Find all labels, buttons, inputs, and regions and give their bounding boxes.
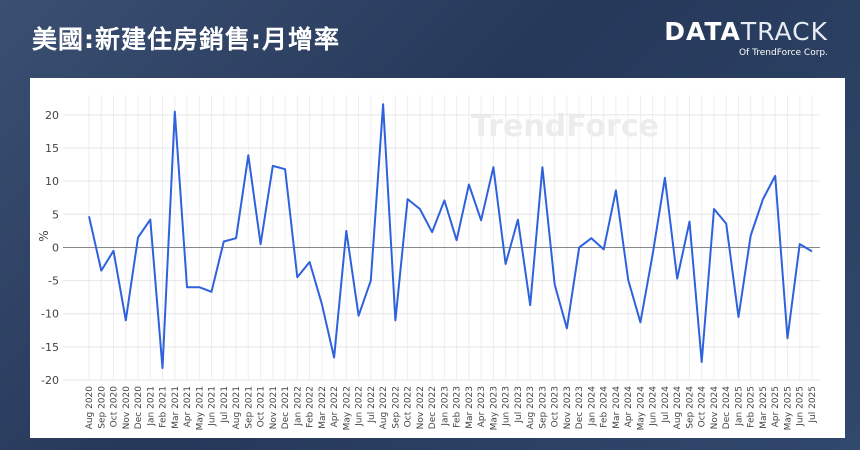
x-tick-label: Sep 2022 bbox=[391, 386, 401, 429]
x-tick-label: Mar 2023 bbox=[465, 386, 475, 429]
y-tick-label: 5 bbox=[52, 208, 59, 221]
x-tick-label: Jul 2022 bbox=[367, 386, 377, 424]
line-series bbox=[88, 103, 813, 370]
x-tick-label: Feb 2023 bbox=[453, 386, 463, 428]
x-tick-label: Jan 2025 bbox=[734, 386, 744, 427]
x-tick-label: Nov 2024 bbox=[710, 386, 720, 430]
x-tick-label: Apr 2025 bbox=[771, 386, 781, 427]
x-tick-label: Jun 2023 bbox=[502, 386, 512, 427]
x-tick-label: Feb 2021 bbox=[159, 386, 169, 428]
x-tick-label: Sep 2024 bbox=[685, 386, 695, 429]
logo-bold: DATA bbox=[664, 17, 741, 46]
x-tick-label: May 2024 bbox=[636, 386, 646, 431]
x-tick-label: May 2022 bbox=[342, 386, 352, 430]
x-tick-label: Dec 2022 bbox=[428, 386, 438, 429]
x-tick-label: Dec 2021 bbox=[281, 386, 291, 429]
chart-panel: TrendForce % -20 -15 -10 -5 0 5 10 15 20 Aug 2020… bbox=[30, 78, 845, 438]
y-tick-label: 0 bbox=[52, 241, 59, 254]
x-tick-label: Jan 2021 bbox=[146, 386, 156, 427]
x-tick-label: Oct 2023 bbox=[551, 386, 561, 427]
x-tick-label: Apr 2024 bbox=[624, 386, 634, 428]
x-tick-label: Jun 2025 bbox=[796, 386, 806, 427]
y-axis-label: % bbox=[37, 230, 51, 241]
x-tick-label: Nov 2023 bbox=[563, 386, 573, 429]
x-tick-label: Aug 2024 bbox=[673, 386, 683, 430]
y-tick-label: 10 bbox=[45, 175, 59, 188]
x-tick-label: Jan 2023 bbox=[440, 386, 450, 427]
y-tick-label: -15 bbox=[41, 341, 59, 354]
x-tick-label: Nov 2020 bbox=[122, 386, 132, 430]
logo-subtitle: Of TrendForce Corp. bbox=[738, 48, 828, 58]
x-tick-label: May 2021 bbox=[195, 386, 205, 430]
x-tick-label: Aug 2021 bbox=[232, 386, 242, 429]
x-tick-label: Feb 2022 bbox=[306, 386, 316, 428]
x-tick-label: Jun 2024 bbox=[649, 386, 659, 427]
x-tick-label: Dec 2024 bbox=[722, 386, 732, 429]
x-tick-label: Mar 2022 bbox=[318, 386, 328, 429]
x-tick-label: Jun 2021 bbox=[208, 386, 218, 427]
x-tick-label: Apr 2022 bbox=[330, 386, 340, 427]
x-tick-label: Apr 2023 bbox=[477, 386, 487, 427]
x-tick-label: Aug 2022 bbox=[379, 386, 389, 429]
x-tick-label: Mar 2021 bbox=[171, 386, 181, 429]
x-tick-label: Sep 2021 bbox=[244, 386, 254, 429]
watermark: TrendForce bbox=[471, 109, 659, 144]
x-tick-label: Jan 2022 bbox=[293, 386, 303, 427]
x-tick-label: Aug 2020 bbox=[85, 386, 95, 430]
x-tick-label: Sep 2020 bbox=[97, 386, 107, 429]
x-tick-label: Sep 2023 bbox=[538, 386, 548, 429]
y-tick-label: -20 bbox=[41, 374, 59, 387]
chart: TrendForce % -20 -15 -10 -5 0 5 10 15 20 Aug 2020… bbox=[37, 95, 820, 431]
x-tick-label: Oct 2024 bbox=[698, 386, 708, 428]
x-tick-label: Oct 2021 bbox=[257, 386, 267, 427]
y-tick-label: -10 bbox=[41, 308, 59, 321]
y-tick-label: -5 bbox=[48, 275, 59, 288]
x-tick-label: Oct 2022 bbox=[404, 386, 414, 427]
x-tick-label: Nov 2022 bbox=[416, 386, 426, 429]
x-tick-label: Mar 2025 bbox=[759, 386, 769, 429]
x-tick-label: Jul 2023 bbox=[514, 386, 524, 424]
x-tick-label: Jul 2021 bbox=[220, 386, 230, 424]
x-tick-label: Dec 2020 bbox=[134, 386, 144, 429]
x-tick-label: Apr 2021 bbox=[183, 386, 193, 427]
x-tick-label: May 2025 bbox=[783, 386, 793, 430]
logo-light: TRACK bbox=[740, 17, 828, 46]
x-tick-label: Feb 2024 bbox=[600, 386, 610, 428]
page-title: 美國:新建住房銷售:月增率 bbox=[32, 25, 340, 54]
x-tick-label: Feb 2025 bbox=[747, 386, 757, 428]
logo: DATATRACK Of TrendForce Corp. bbox=[664, 17, 828, 59]
x-tick-label: Mar 2024 bbox=[612, 386, 622, 429]
x-tick-label: Oct 2020 bbox=[110, 386, 120, 428]
x-tick-label: Jul 2024 bbox=[661, 386, 671, 424]
x-tick-label: Dec 2023 bbox=[575, 386, 585, 429]
x-tick-label: Nov 2021 bbox=[269, 386, 279, 429]
x-tick-label: Jul 2025 bbox=[808, 386, 818, 424]
y-tick-label: 15 bbox=[45, 142, 59, 155]
x-tick-label: Jun 2022 bbox=[355, 386, 365, 427]
x-tick-label: Aug 2023 bbox=[526, 386, 536, 429]
x-tick-label: Jan 2024 bbox=[587, 386, 597, 427]
x-tick-label: May 2023 bbox=[489, 386, 499, 430]
y-tick-label: 20 bbox=[45, 109, 59, 122]
